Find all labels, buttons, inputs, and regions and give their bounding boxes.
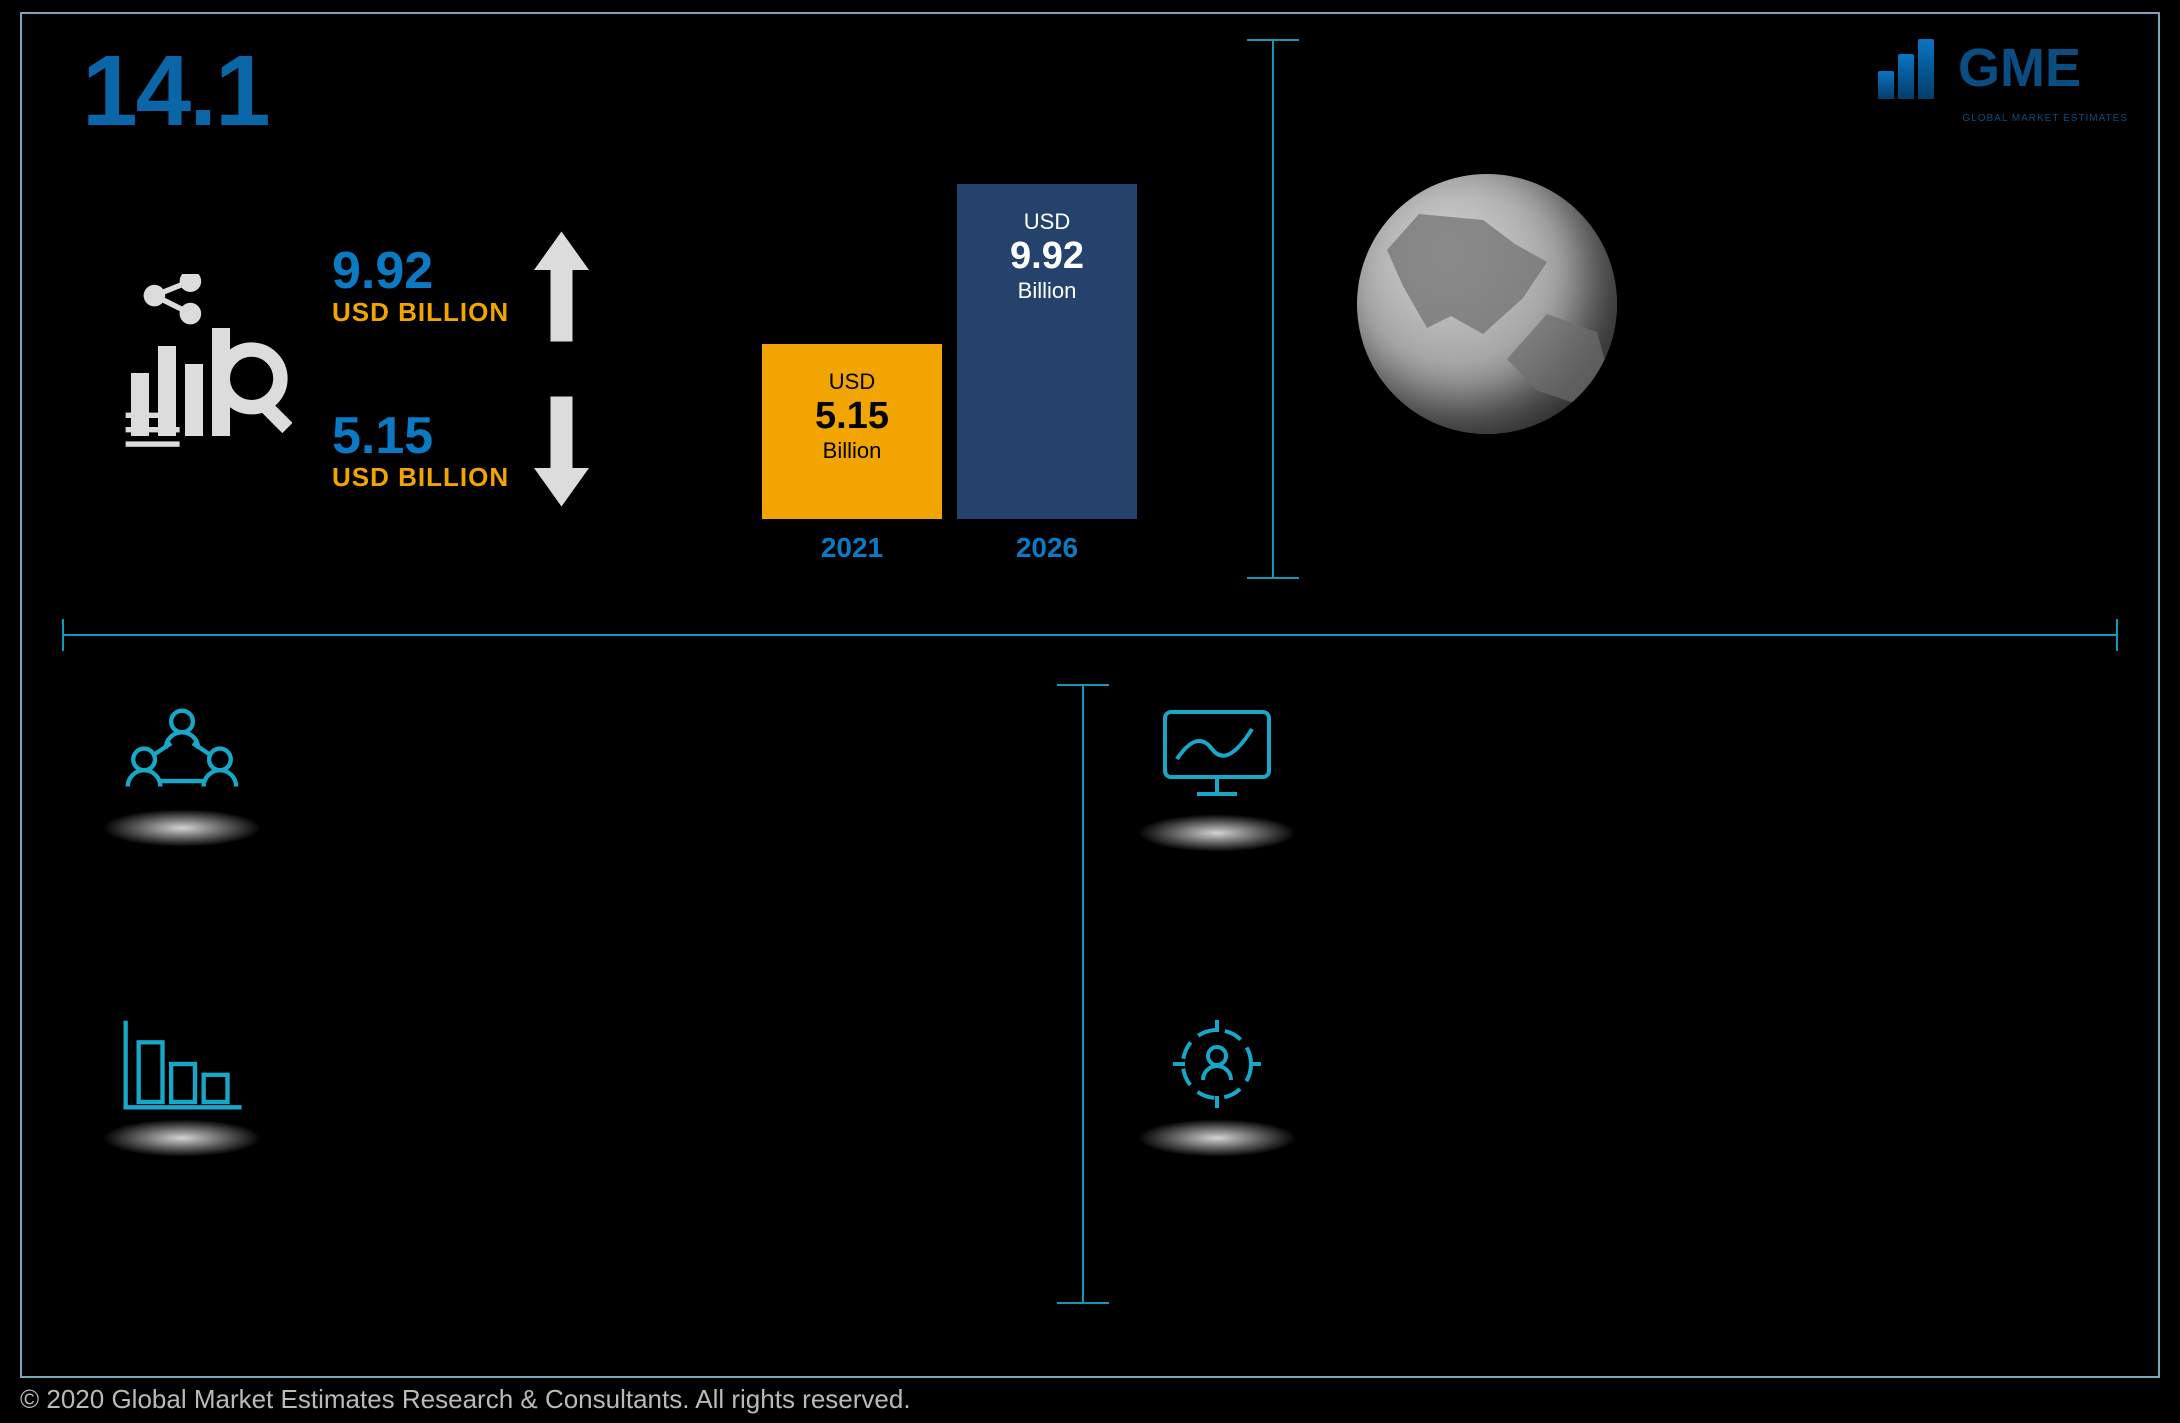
bar-outline-icon bbox=[117, 1014, 247, 1114]
bar-2021-prefix: USD bbox=[762, 369, 942, 395]
divider-horizontal bbox=[62, 634, 2118, 636]
monitor-trend-icon bbox=[1152, 704, 1282, 804]
market-size-bar-chart: USD 5.15 Billion USD 9.92 Billion 2021 2… bbox=[762, 199, 1162, 569]
metric-high: 9.92 USD BILLION bbox=[332, 229, 589, 344]
icon-shadow bbox=[1137, 1119, 1297, 1157]
icon-shadow bbox=[1137, 814, 1297, 852]
divider-vertical-top bbox=[1272, 39, 1274, 579]
target-person-icon bbox=[1167, 1014, 1267, 1114]
bar-2026-prefix: USD bbox=[957, 209, 1137, 235]
bar-2021-suffix: Billion bbox=[762, 438, 942, 464]
arrow-down-icon bbox=[534, 394, 589, 509]
logo-subtext: GLOBAL MARKET ESTIMATES bbox=[1962, 113, 2128, 124]
copyright-footer: © 2020 Global Market Estimates Research … bbox=[20, 1384, 911, 1415]
arrow-up-icon bbox=[534, 229, 589, 344]
metric-low-value: 5.15 bbox=[332, 410, 509, 462]
globe-icon bbox=[1357, 174, 1617, 434]
bar-2021-value: 5.15 bbox=[762, 395, 942, 438]
infographic-frame: GME GLOBAL MARKET ESTIMATES 14.1 9.92 US… bbox=[20, 12, 2160, 1378]
bar-2026-category: 2026 bbox=[957, 532, 1137, 564]
divider-vertical-bottom bbox=[1082, 684, 1084, 1304]
icon-shadow bbox=[102, 809, 262, 847]
bar-2026-suffix: Billion bbox=[957, 278, 1137, 304]
logo-bars-icon bbox=[1878, 39, 1948, 99]
gme-logo: GME GLOBAL MARKET ESTIMATES bbox=[1878, 24, 2128, 114]
bar-2021: USD 5.15 Billion bbox=[762, 344, 942, 519]
team-icon bbox=[117, 704, 247, 804]
bar-2021-category: 2021 bbox=[762, 532, 942, 564]
metric-high-value: 9.92 bbox=[332, 245, 509, 297]
bar-2026: USD 9.92 Billion bbox=[957, 184, 1137, 519]
logo-text: GME bbox=[1958, 47, 2081, 90]
metric-low-unit: USD BILLION bbox=[332, 462, 509, 493]
metric-low: 5.15 USD BILLION bbox=[332, 394, 589, 509]
headline-number: 14.1 bbox=[82, 34, 269, 149]
metric-high-unit: USD BILLION bbox=[332, 297, 509, 328]
icon-shadow bbox=[102, 1119, 262, 1157]
bar-2026-value: 9.92 bbox=[957, 235, 1137, 278]
analytics-icon bbox=[122, 274, 302, 454]
